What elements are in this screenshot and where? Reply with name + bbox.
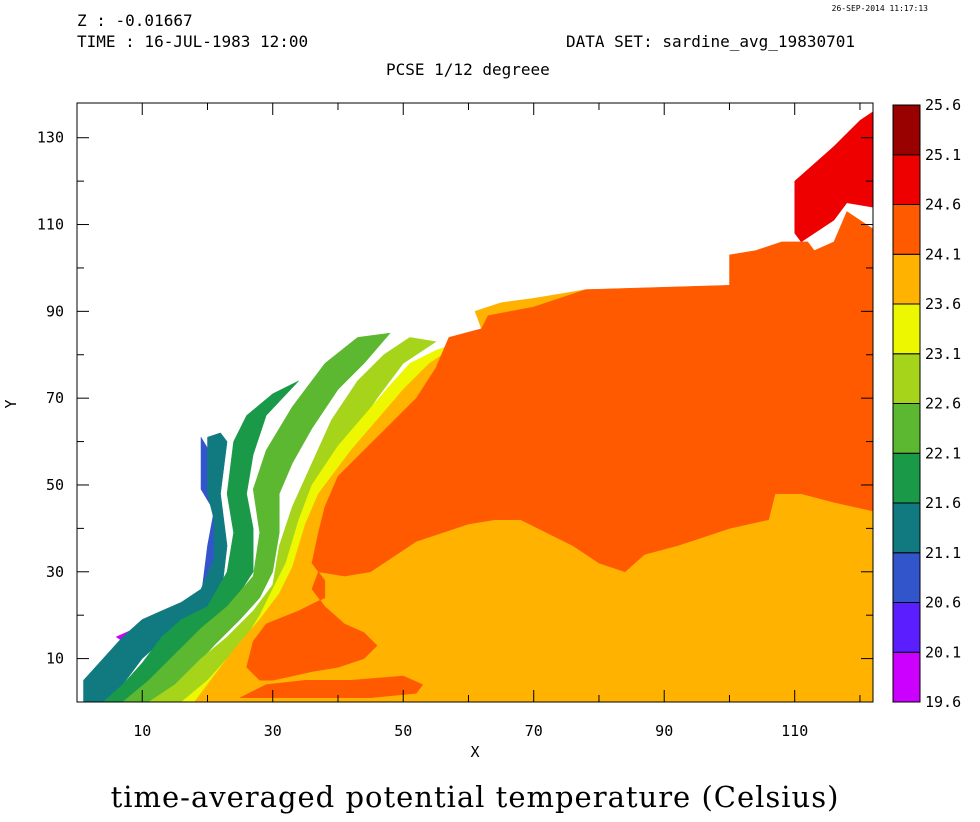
colorbar-swatch	[892, 204, 921, 255]
y-tick-label: 10	[46, 650, 64, 668]
colorbar-swatch	[892, 303, 921, 355]
x-tick-labels: 10 30 50 70 90 110	[133, 722, 808, 740]
temperature-region-9	[246, 211, 873, 681]
time-label: TIME : 16-JUL-1983 12:00	[77, 32, 309, 51]
y-tick-label: 70	[46, 389, 64, 407]
y-axis-label: Y	[2, 399, 20, 408]
colorbar-labels: 19.6 20.1 20.6 21.1 21.6 22.1 22.6 23.1 23.6 24.1…	[925, 96, 961, 711]
x-tick-label: 10	[133, 722, 151, 740]
colorbar-label: 25.1	[925, 146, 961, 164]
x-axis-label: X	[470, 743, 479, 761]
colorbar-swatch	[892, 651, 921, 703]
y-tick-labels: 10 30 50 70 90 110 130	[37, 129, 64, 668]
colorbar-swatch	[892, 403, 921, 454]
timestamp-label: 26-SEP-2014 11:17:13	[831, 4, 928, 13]
x-tick-label: 70	[525, 722, 543, 740]
x-tick-label: 90	[655, 722, 673, 740]
y-tick-label: 110	[37, 216, 64, 234]
y-tick-label: 30	[46, 563, 64, 581]
colorbar-swatch	[892, 253, 921, 305]
colorbar-label: 24.1	[925, 245, 961, 263]
colorbar-label: 23.6	[925, 295, 961, 313]
colorbar-swatch	[892, 353, 921, 404]
colorbar-swatch	[892, 452, 921, 504]
x-tick-label: 50	[394, 722, 412, 740]
colorbar-swatch	[892, 602, 921, 653]
y-tick-label: 130	[37, 129, 64, 147]
x-tick-label: 30	[264, 722, 282, 740]
y-tick-label: 90	[46, 302, 64, 320]
colorbar-swatch	[892, 552, 921, 603]
dataset-label: DATA SET: sardine_avg_19830701	[566, 32, 855, 51]
chart-title: time-averaged potential temperature (Cel…	[110, 780, 840, 814]
temperature-region-3	[83, 432, 228, 702]
colorbar-label: 24.6	[925, 196, 961, 214]
colorbar-swatch	[892, 502, 921, 554]
colorbar-label: 20.1	[925, 643, 961, 661]
colorbar-label: 21.1	[925, 544, 961, 562]
colorbar-swatch	[892, 104, 921, 156]
colorbar-label: 19.6	[925, 693, 961, 711]
plot-subtitle: PCSE 1/12 degreee	[386, 60, 550, 79]
temperature-region-10	[794, 111, 873, 243]
colorbar	[892, 104, 921, 703]
colorbar-swatch	[892, 154, 921, 205]
temperature-region-5	[122, 332, 391, 702]
colorbar-label: 23.1	[925, 345, 961, 363]
colorbar-label: 22.1	[925, 444, 961, 462]
x-tick-label: 110	[781, 722, 808, 740]
colorbar-label: 21.6	[925, 494, 961, 512]
colorbar-label: 22.6	[925, 395, 961, 413]
colorbar-label: 20.6	[925, 594, 961, 612]
axis-ticks	[76, 103, 873, 703]
heatmap-regions	[82, 111, 873, 702]
temperature-region-11	[239, 675, 424, 698]
colorbar-label: 25.6	[925, 96, 961, 114]
y-tick-label: 50	[46, 476, 64, 494]
z-level-label: Z : -0.01667	[77, 11, 193, 30]
plot-frame	[76, 102, 874, 703]
